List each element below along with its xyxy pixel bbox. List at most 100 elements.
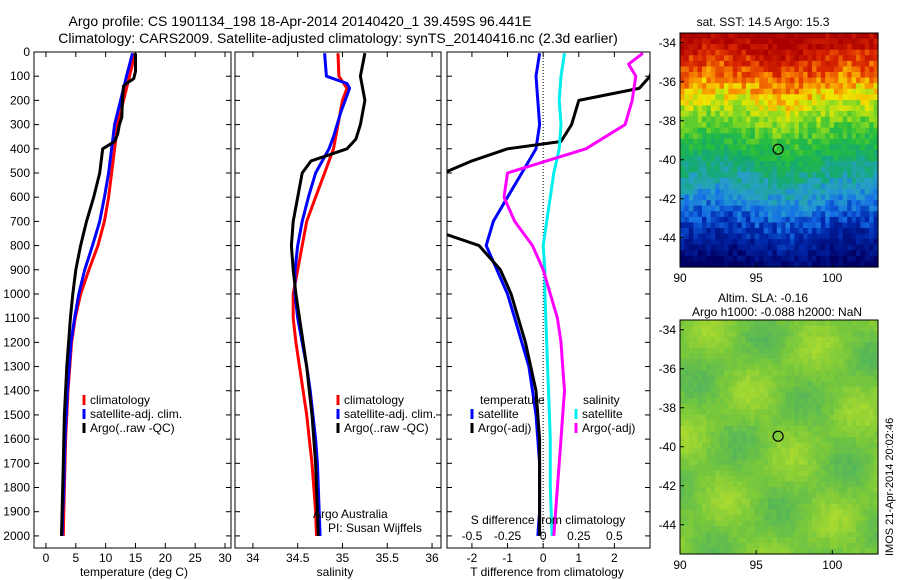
map-cell [759, 60, 765, 68]
map-cell [754, 105, 760, 112]
map-cell [812, 99, 817, 107]
map-cell [860, 537, 866, 544]
map-cell [715, 189, 721, 196]
diff-xlabel-t: T difference from climatology [470, 565, 624, 579]
map-cell [724, 55, 729, 62]
map-cell [710, 381, 716, 388]
map-cell [741, 150, 747, 157]
map-cell [834, 509, 839, 516]
map-cell [851, 420, 857, 427]
map-cell [851, 55, 857, 62]
map-cell [684, 177, 690, 185]
map-cell [688, 33, 694, 40]
map-cell [732, 353, 738, 360]
map-cell [741, 386, 747, 394]
map-cell [737, 49, 743, 56]
map-cell [706, 409, 712, 416]
map-cell [710, 244, 716, 251]
map-cell [737, 375, 743, 382]
map-cell [794, 464, 800, 472]
map-cell [856, 72, 861, 79]
map-cell [684, 88, 690, 95]
map-cell [754, 99, 760, 107]
map-cell [798, 492, 804, 499]
map-cell [834, 537, 839, 544]
map-cell [781, 144, 787, 151]
map-cell [790, 244, 795, 251]
map-cell [710, 83, 716, 90]
map-cell [785, 420, 791, 427]
map-cell [829, 420, 835, 427]
map-cell [869, 414, 875, 421]
map-cell [790, 55, 795, 62]
map-cell [702, 228, 707, 235]
map-cell [785, 77, 791, 84]
map-cell [794, 177, 800, 185]
map-cell [697, 398, 703, 405]
map-cell [772, 172, 778, 179]
map-cell [781, 83, 787, 90]
map-cell [856, 476, 861, 483]
x-tick-label: 34.5 [286, 551, 310, 565]
map-cell [737, 166, 743, 173]
map-cell [759, 476, 765, 483]
x-tick-label: 25 [189, 551, 203, 565]
map-cell [820, 381, 826, 388]
map-cell [688, 239, 694, 246]
map-cell [825, 255, 831, 263]
map-cell [706, 548, 712, 555]
map-cell [732, 55, 738, 62]
map-cell [772, 116, 778, 123]
map-cell [772, 414, 778, 421]
map-cell [697, 116, 703, 123]
map-cell [741, 520, 747, 527]
map-cell [710, 94, 716, 101]
map-cell [693, 189, 699, 196]
map-cell [715, 166, 721, 173]
map-cell [724, 425, 729, 433]
map-cell [838, 526, 844, 533]
map-cell [715, 38, 721, 45]
map-cell [737, 116, 743, 123]
map-cell [794, 520, 800, 527]
map-cell [746, 470, 751, 477]
map-cell [847, 375, 853, 382]
map-cell [803, 216, 809, 224]
map-cell [772, 88, 778, 95]
map-cell [829, 166, 835, 173]
map-cell [706, 503, 712, 511]
map-cell [816, 347, 822, 355]
map-cell [807, 127, 813, 134]
sst-map-title: sat. SST: 14.5 Argo: 15.3 [697, 15, 830, 29]
map-cell [719, 425, 725, 433]
map-cell [794, 66, 800, 73]
map-cell [746, 342, 751, 349]
map-cell [754, 228, 760, 235]
map-cell [856, 211, 861, 218]
map-cell [816, 200, 822, 207]
map-cell [724, 325, 729, 332]
map-cell [693, 392, 699, 399]
map-cell [851, 255, 857, 263]
map-cell [785, 228, 791, 235]
map-cell [829, 398, 835, 405]
map-cell [710, 476, 716, 483]
map-cell [847, 492, 853, 499]
map-cell [803, 381, 809, 388]
map-cell [785, 183, 791, 190]
map-cell [763, 105, 769, 112]
map-cell [838, 250, 844, 257]
map-cell [873, 205, 879, 212]
map-cell [719, 105, 725, 112]
map-cell [812, 150, 817, 157]
map-cell [820, 353, 826, 360]
map-cell [842, 487, 848, 494]
map-cell [680, 375, 685, 382]
map-cell [763, 83, 769, 90]
map-cell [724, 537, 729, 544]
map-cell [803, 487, 809, 494]
map-cell [710, 503, 716, 511]
map-cell [750, 244, 756, 251]
map-cell [768, 166, 773, 173]
map-cell [680, 127, 685, 134]
